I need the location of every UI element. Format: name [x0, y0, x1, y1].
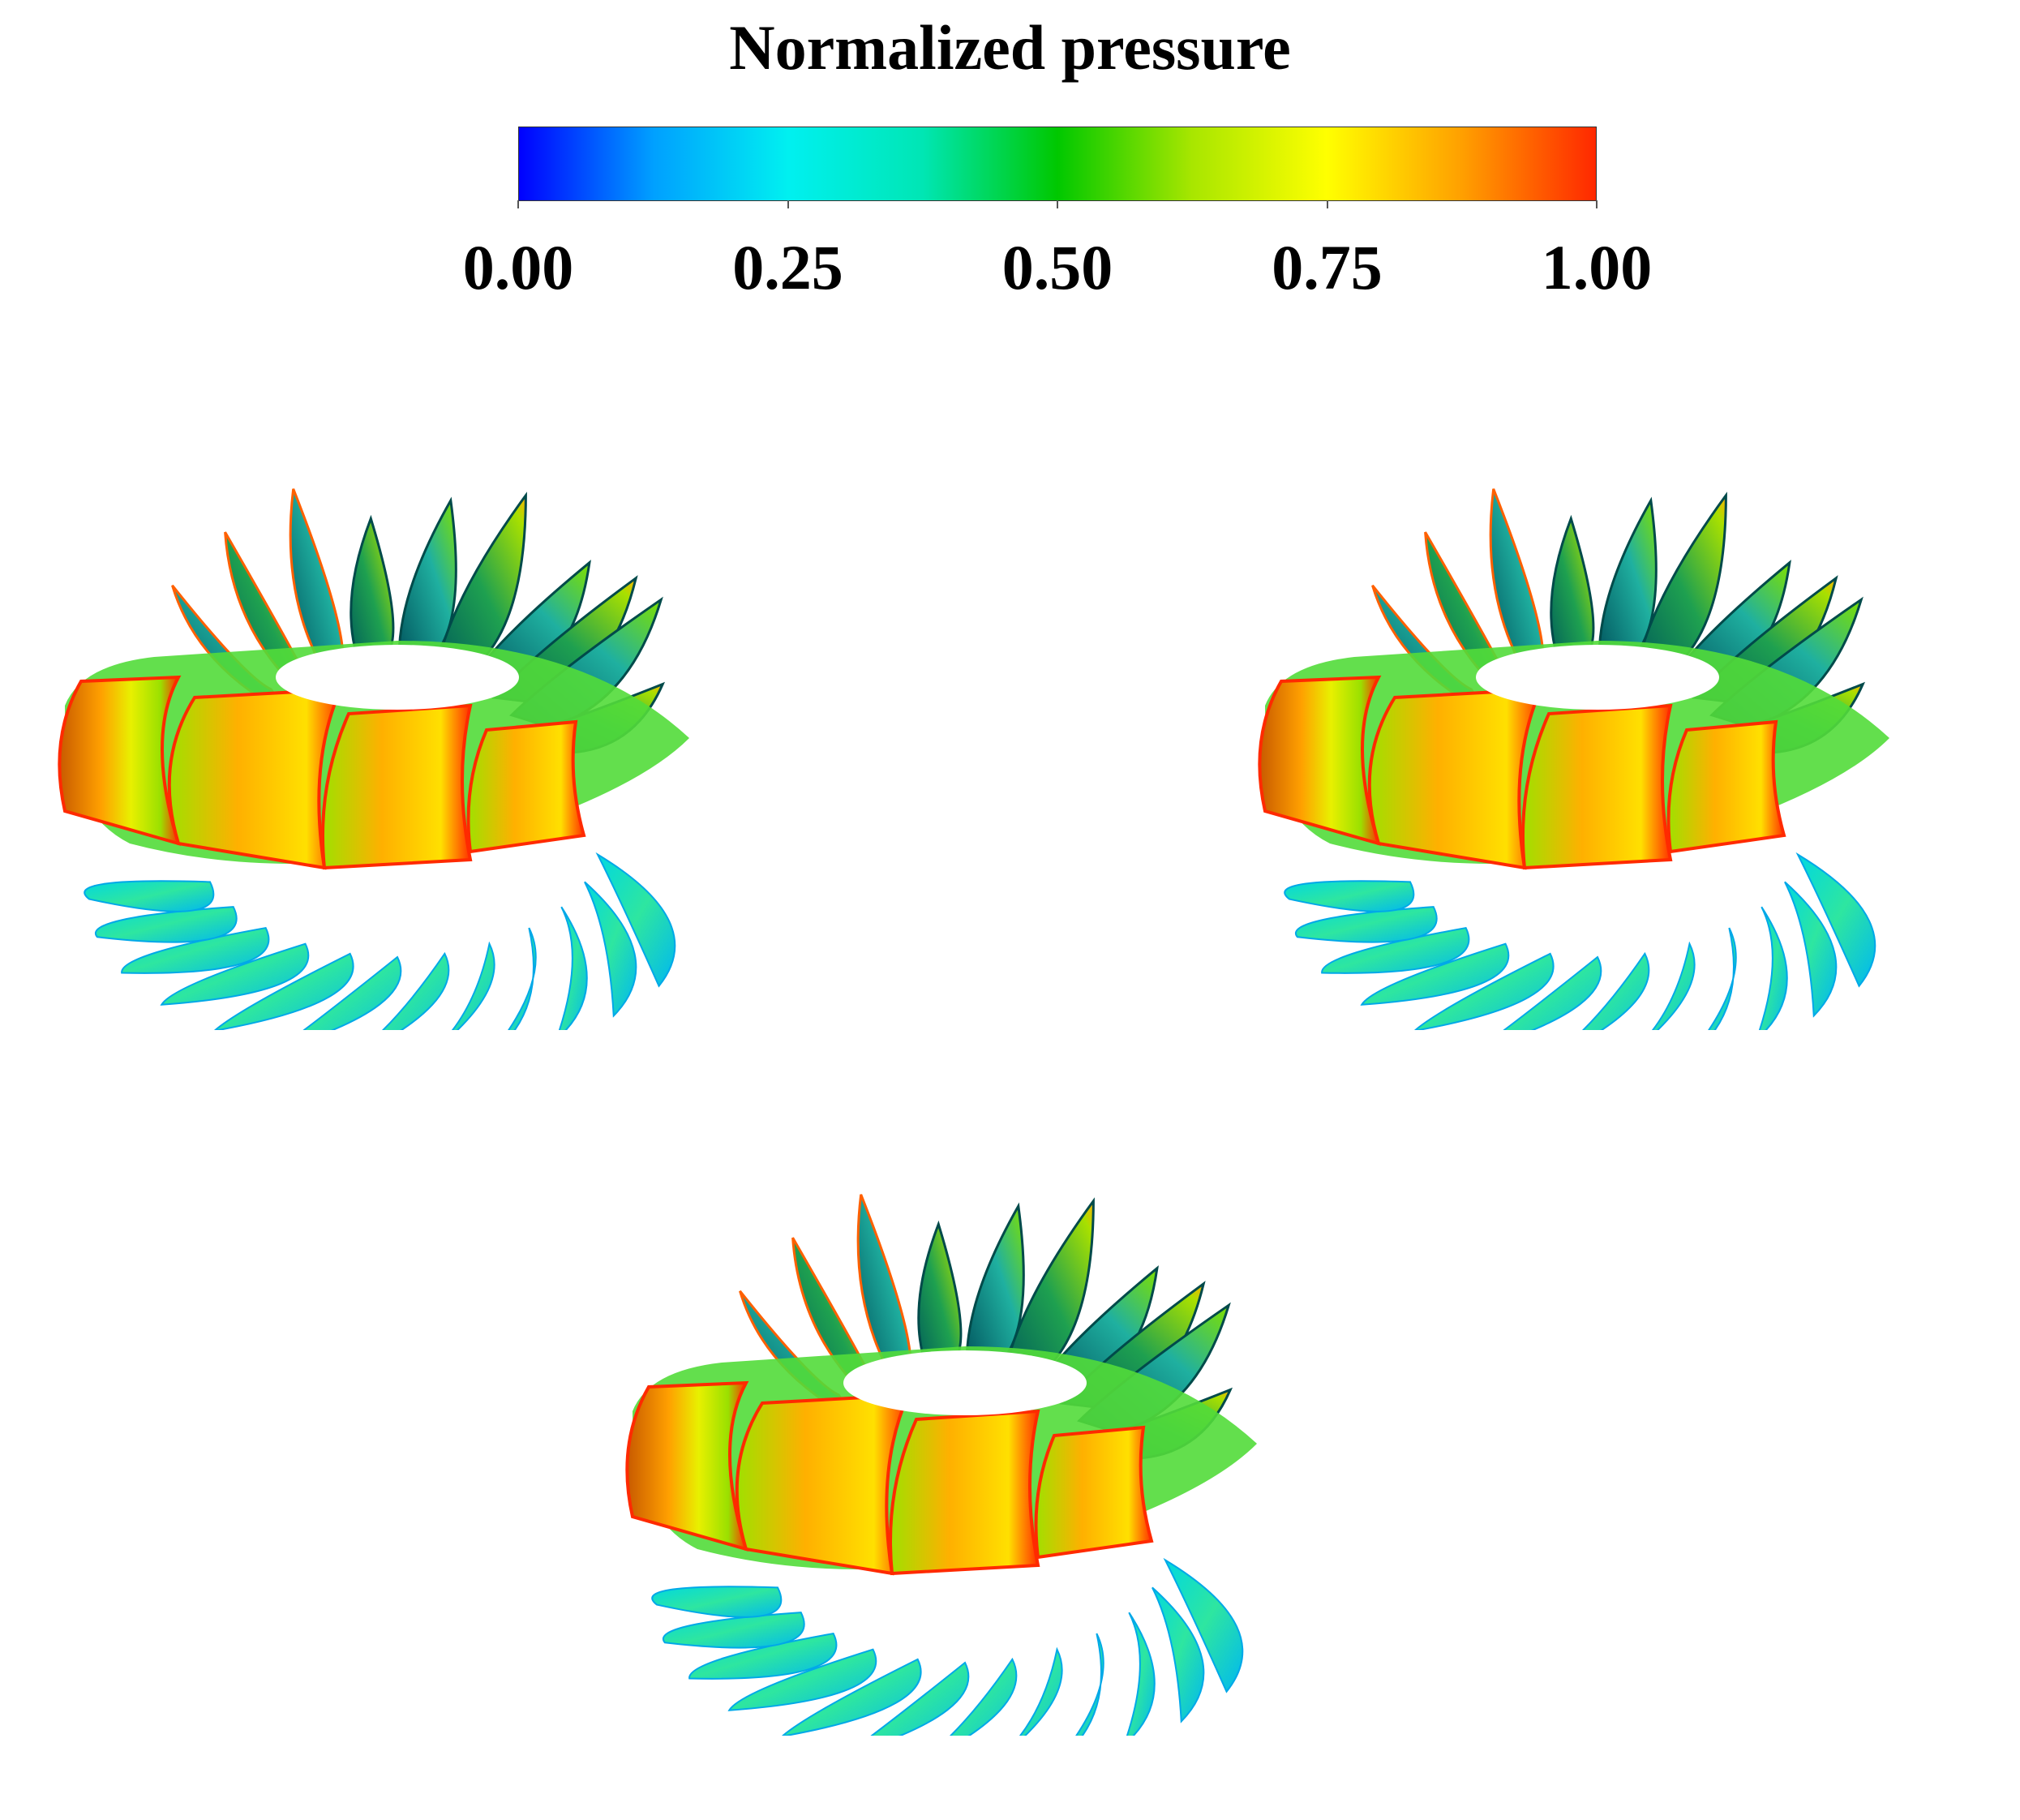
lower-blade-surface — [1284, 880, 1415, 912]
back-blade-surface — [917, 1220, 963, 1382]
lower-blade-surface — [595, 852, 676, 988]
front-blade-pressure-face — [1521, 703, 1673, 870]
lower-blade-surface — [781, 1658, 922, 1736]
lower-blade-surface — [160, 942, 310, 1006]
lower-blade-surface — [949, 1657, 1018, 1736]
colorbar-tick — [517, 200, 519, 208]
lower-blade-surface — [381, 951, 450, 1030]
colorbar-tick-label: 0.25 — [732, 232, 843, 303]
lower-blade-surface — [121, 926, 270, 974]
colorbar-tick — [787, 200, 789, 208]
back-blade-surface — [1489, 488, 1545, 685]
lower-blade-surface — [1784, 881, 1838, 1018]
lower-blade-surface — [1163, 1557, 1244, 1693]
lower-blade-surface — [1075, 1633, 1104, 1736]
front-blade-pressure-face — [1367, 687, 1544, 870]
lower-blade-surface — [95, 906, 238, 943]
front-blade-pressure-face — [466, 719, 586, 854]
back-blade-surface — [856, 1194, 912, 1390]
back-blade-surface — [350, 514, 395, 676]
lower-blade-surface — [84, 880, 215, 912]
lower-blade-surface — [1295, 906, 1438, 943]
lower-blade-surface — [1126, 1612, 1156, 1736]
pressure-contour-runner — [625, 1194, 1257, 1736]
back-blade-surface — [1550, 514, 1595, 676]
lower-blade-surface — [1708, 927, 1737, 1030]
lower-blade-surface — [870, 1661, 970, 1736]
back-blade-surface — [1634, 491, 1727, 676]
front-blade-pressure-face — [58, 675, 182, 846]
lower-blade-surface — [1651, 941, 1696, 1030]
runner-top-right — [1216, 357, 2011, 1030]
back-blade-surface — [434, 491, 527, 676]
lower-blade-surface — [727, 1648, 877, 1711]
lower-blade-surface — [508, 927, 537, 1030]
runner-hub-opening — [843, 1350, 1087, 1415]
front-blade-pressure-face — [1034, 1425, 1154, 1560]
lower-blade-surface — [1019, 1646, 1063, 1736]
back-blade-surface — [289, 488, 345, 685]
runner-hub-opening — [1476, 645, 1719, 710]
front-blade-pressure-face — [889, 1409, 1040, 1576]
lower-blade-surface — [1321, 926, 1470, 974]
front-blade-pressure-face — [1258, 675, 1382, 846]
lower-blade-surface — [302, 955, 402, 1030]
back-blade-surface — [1001, 1197, 1095, 1382]
colorbar-tick-label: 1.00 — [1541, 232, 1653, 303]
colorbar-tick-label: 0.50 — [1001, 232, 1113, 303]
front-blade-pressure-face — [625, 1380, 749, 1552]
lower-blade-surface — [1795, 852, 1876, 988]
front-blade-pressure-face — [735, 1393, 911, 1576]
colorbar-tick — [1326, 200, 1328, 208]
lower-blade-surface — [1360, 942, 1510, 1006]
lower-blade-surface — [451, 941, 495, 1030]
front-blade-pressure-face — [1666, 719, 1786, 854]
lower-blade-surface — [1758, 906, 1788, 1030]
lower-blade-surface — [688, 1632, 838, 1680]
runner-top-left — [16, 357, 811, 1030]
pressure-contour-runner — [58, 488, 689, 1030]
colorbar-tick — [1057, 200, 1058, 208]
front-blade-pressure-face — [321, 703, 473, 870]
lower-blade-surface — [663, 1612, 805, 1649]
lower-blade-surface — [213, 952, 354, 1030]
lower-blade-surface — [584, 881, 637, 1018]
colorbar-tick-label: 0.00 — [462, 232, 574, 303]
runner-hub-opening — [276, 645, 519, 710]
colorbar-title: Normalized pressure — [729, 12, 1291, 83]
pressure-contour-runner — [1258, 488, 1889, 1030]
front-blade-pressure-face — [167, 687, 344, 870]
colorbar-tick — [1596, 200, 1598, 208]
lower-blade-surface — [1581, 951, 1650, 1030]
lower-blade-surface — [1503, 955, 1602, 1030]
runner-bottom-center — [584, 1062, 1379, 1736]
colorbar — [518, 127, 1597, 201]
lower-blade-surface — [1413, 952, 1555, 1030]
lower-blade-surface — [651, 1586, 783, 1618]
lower-blade-surface — [1152, 1586, 1205, 1723]
colorbar-tick-label: 0.75 — [1272, 232, 1383, 303]
lower-blade-surface — [558, 906, 588, 1030]
